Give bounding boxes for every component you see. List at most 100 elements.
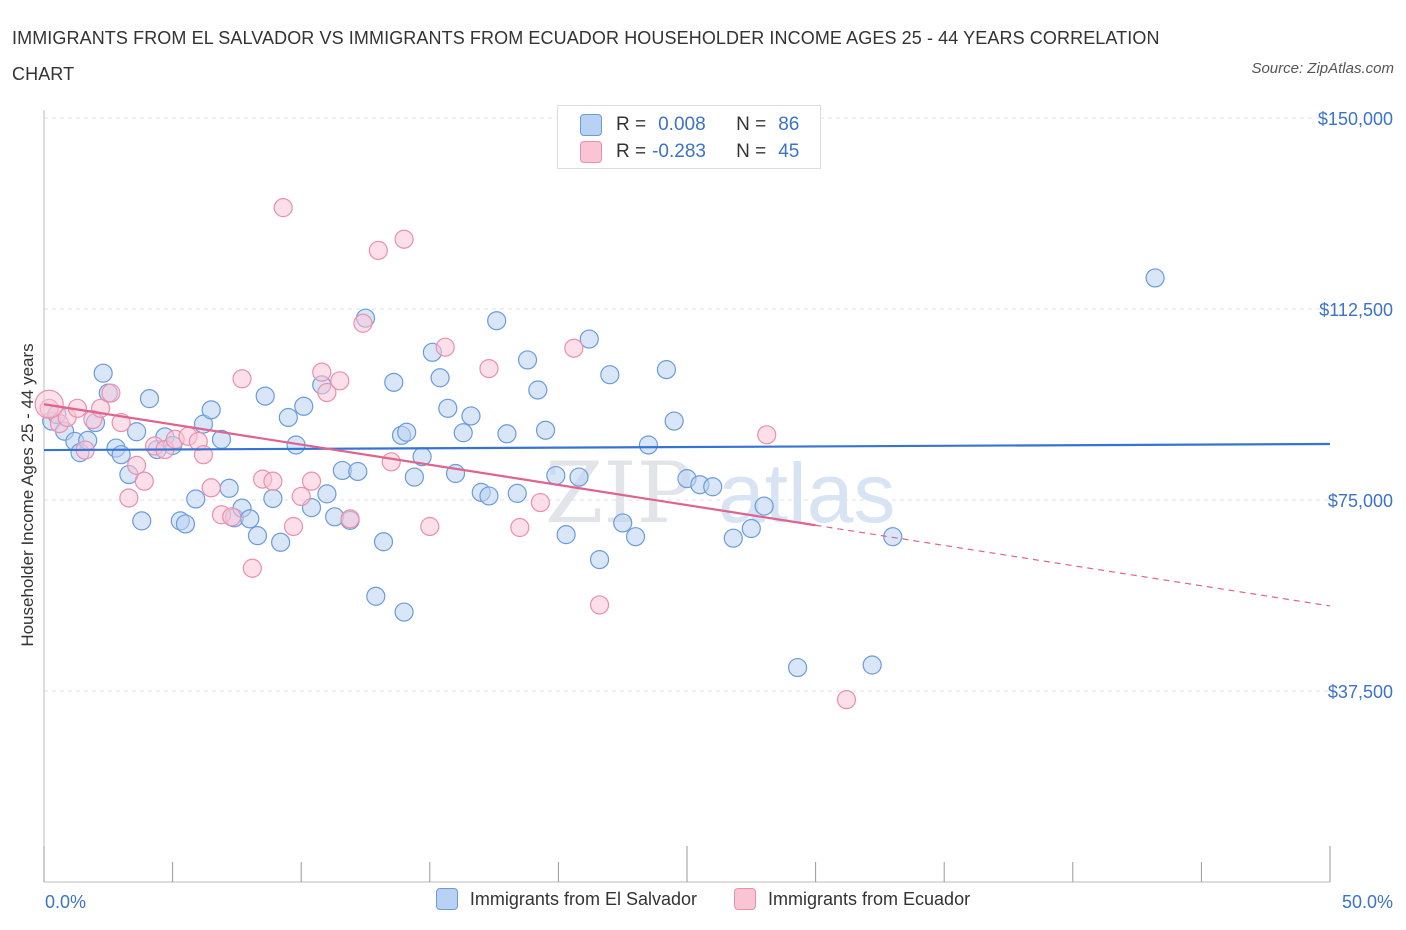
- data-point-el-salvador: [703, 477, 723, 497]
- data-point-el-salvador: [255, 386, 275, 406]
- y-tick-label: $112,500: [1319, 300, 1393, 320]
- stats-r-label: R =: [616, 114, 647, 135]
- data-point-el-salvador: [271, 532, 291, 552]
- data-point-el-salvador: [664, 411, 684, 431]
- data-point-el-salvador: [294, 396, 314, 416]
- data-point-el-salvador: [132, 511, 152, 531]
- data-point-el-salvador: [497, 424, 517, 444]
- data-point-el-salvador: [625, 527, 646, 547]
- data-point-ecuador: [242, 558, 262, 578]
- data-point-el-salvador: [528, 380, 548, 400]
- x-tick-label-left: 0.0%: [45, 892, 86, 912]
- data-point-el-salvador: [741, 518, 761, 539]
- data-point-ecuador: [368, 240, 388, 261]
- stats-legend: R = 0.008 N = 86 R = -0.283 N = 45: [557, 105, 821, 169]
- data-point-el-salvador: [317, 484, 337, 504]
- data-point-el-salvador: [546, 465, 566, 486]
- data-point-el-salvador: [201, 400, 221, 420]
- data-point-el-salvador: [589, 549, 610, 570]
- data-point-el-salvador: [430, 368, 450, 388]
- watermark: ZIP atlas: [545, 444, 895, 542]
- data-point-ecuador: [317, 382, 337, 403]
- data-point-el-salvador: [535, 420, 556, 440]
- legend-swatch-blue: [435, 888, 458, 910]
- data-point-ecuador: [353, 313, 373, 333]
- data-point-ecuador: [564, 338, 584, 358]
- data-point-el-salvador: [219, 478, 239, 498]
- data-point-el-salvador: [438, 398, 458, 418]
- data-point-el-salvador: [394, 602, 414, 622]
- stats-row-el-salvador: R = 0.008 N = 86: [580, 111, 799, 139]
- trend-line-extension: [815, 524, 1331, 607]
- data-point-el-salvador: [507, 483, 527, 503]
- legend-label-ecuador: Immigrants from Ecuador: [768, 888, 971, 909]
- data-point-el-salvador: [461, 406, 481, 426]
- trend-lines: [43, 403, 1331, 607]
- stats-n-label: N =: [736, 114, 767, 135]
- data-point-el-salvador: [787, 657, 808, 678]
- data-point-el-salvador: [569, 467, 589, 487]
- data-point-el-salvador: [579, 329, 599, 349]
- y-tick-label: $150,000: [1318, 109, 1393, 129]
- data-point-ecuador: [340, 509, 360, 529]
- data-point-ecuador: [589, 595, 610, 615]
- data-point-el-salvador: [723, 528, 743, 548]
- data-point-el-salvador: [263, 488, 283, 509]
- data-point-ecuador: [479, 358, 499, 379]
- data-point-el-salvador: [1145, 268, 1165, 288]
- y-tick-label: $37,500: [1328, 682, 1393, 702]
- data-point-ecuador: [134, 471, 154, 491]
- chart-title: IMMIGRANTS FROM EL SALVADOR VS IMMIGRANT…: [12, 28, 1160, 84]
- stats-n-value: 45: [778, 141, 800, 162]
- data-point-el-salvador: [186, 489, 206, 509]
- data-point-ecuador: [263, 471, 283, 491]
- x-tick-label-right: 50.0%: [1342, 892, 1393, 912]
- source-label: Source: ZipAtlas.com: [1251, 60, 1394, 77]
- data-point-el-salvador: [247, 526, 268, 546]
- y-tick-label: $75,000: [1328, 491, 1393, 511]
- data-point-ecuador: [394, 229, 414, 249]
- trend-line: [43, 442, 1331, 452]
- data-point-ecuador: [530, 492, 550, 513]
- stats-swatch-pink: [580, 141, 602, 163]
- stats-r-label: R =: [616, 141, 647, 162]
- data-point-ecuador: [381, 452, 401, 472]
- legend-item-el-salvador: Immigrants from El Salvador: [435, 888, 697, 910]
- data-point-ecuador: [273, 198, 293, 218]
- data-point-el-salvador: [366, 586, 386, 606]
- stats-n-label: N =: [736, 141, 767, 162]
- grid-lines: [44, 117, 1340, 692]
- data-point-el-salvador: [453, 423, 473, 443]
- data-point-el-salvador: [883, 527, 903, 547]
- data-point-el-salvador: [404, 467, 424, 487]
- data-point-el-salvador: [397, 422, 417, 442]
- data-point-el-salvador: [479, 486, 499, 506]
- data-point-el-salvador: [126, 422, 147, 442]
- data-point-el-salvador: [278, 407, 298, 428]
- data-point-el-salvador: [862, 655, 882, 675]
- stats-r-value: -0.283: [652, 141, 706, 162]
- data-point-el-salvador: [240, 509, 260, 529]
- data-point-ecuador: [126, 455, 147, 475]
- legend-swatch-pink: [734, 888, 757, 910]
- data-point-el-salvador: [487, 311, 507, 331]
- data-point-el-salvador: [517, 350, 538, 370]
- data-point-ecuador: [283, 516, 304, 537]
- data-point-el-salvador: [613, 513, 633, 533]
- stats-n-value: 86: [778, 114, 800, 135]
- legend-label-el-salvador: Immigrants from El Salvador: [469, 888, 697, 909]
- data-point-ecuador: [291, 486, 311, 507]
- data-point-el-salvador: [754, 496, 774, 516]
- data-point-ecuador: [201, 478, 221, 498]
- stats-row-ecuador: R = -0.283 N = 45: [580, 138, 799, 166]
- data-point-el-salvador: [348, 461, 368, 482]
- data-point-ecuador: [435, 337, 455, 357]
- data-point-ecuador: [312, 362, 332, 382]
- stats-swatch-blue: [580, 114, 602, 136]
- data-point-el-salvador: [638, 435, 659, 455]
- data-point-el-salvador: [556, 525, 576, 545]
- data-point-ecuador: [757, 425, 777, 445]
- axes: [43, 110, 1331, 883]
- data-point-el-salvador: [656, 360, 677, 380]
